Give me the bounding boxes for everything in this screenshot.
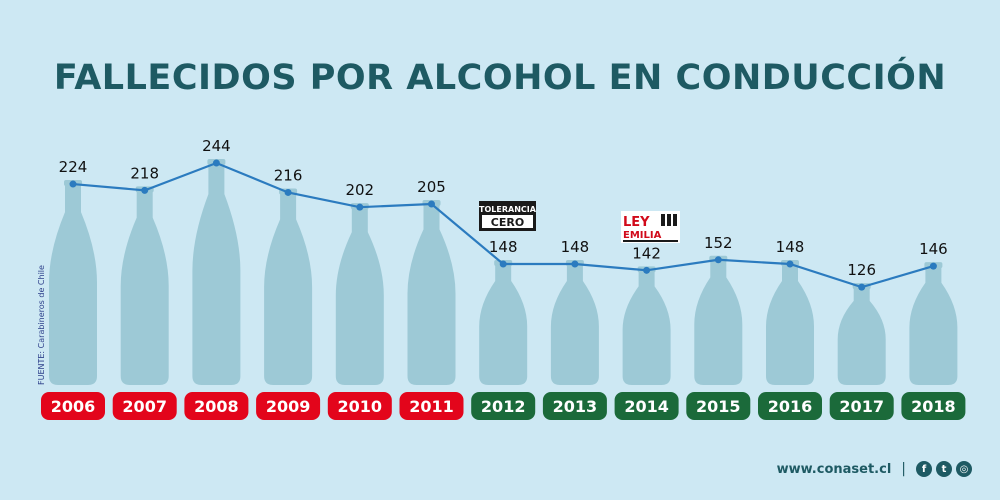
value-label-2012: 148 bbox=[489, 238, 518, 256]
year-label-2013: 2013 bbox=[553, 397, 598, 416]
year-pill-2015 bbox=[686, 392, 751, 420]
year-pill-2010 bbox=[327, 392, 392, 420]
bottle-2018 bbox=[909, 266, 958, 385]
bottle-2016 bbox=[766, 264, 814, 385]
year-label-2010: 2010 bbox=[338, 397, 383, 416]
twitter-icon[interactable]: t bbox=[936, 461, 952, 477]
year-pill-2011 bbox=[399, 392, 464, 420]
data-point-2010 bbox=[356, 203, 364, 211]
data-point-2011 bbox=[428, 200, 435, 208]
year-label-2006: 2006 bbox=[51, 397, 96, 416]
year-pill-2013 bbox=[542, 392, 607, 420]
value-label-2017: 126 bbox=[847, 261, 876, 279]
data-point-2014 bbox=[643, 266, 651, 274]
year-labels-layer: 2006 2007 2008 2009 2010 2011 2012 2013 2014 2015… bbox=[41, 392, 966, 420]
bottle-2012 bbox=[479, 264, 528, 385]
year-pill-2014 bbox=[614, 392, 679, 420]
year-label-2009: 2009 bbox=[266, 397, 311, 416]
year-label-2008: 2008 bbox=[194, 397, 239, 416]
year-label-2016: 2016 bbox=[768, 397, 813, 416]
year-label-2007: 2007 bbox=[122, 397, 167, 416]
ley-emilia-logo: LEY EMILIA bbox=[621, 211, 680, 243]
emilia-text: EMILIA bbox=[623, 230, 662, 241]
year-pill-2008 bbox=[184, 392, 249, 420]
tolerancia-cero-logo: TOLERANCIA CERO bbox=[479, 201, 537, 231]
bottle-2017 bbox=[837, 287, 886, 385]
year-label-2011: 2011 bbox=[409, 397, 454, 416]
bottle-2008 bbox=[192, 162, 241, 385]
data-point-2017 bbox=[858, 283, 866, 291]
data-point-2008 bbox=[212, 159, 220, 167]
footer-separator: | bbox=[901, 461, 906, 477]
bottle-2006 bbox=[49, 184, 97, 385]
value-label-2009: 216 bbox=[274, 166, 303, 184]
year-pill-2009 bbox=[256, 392, 321, 420]
source-note: FUENTE: Carabineros de Chile bbox=[37, 265, 46, 385]
bottle-2010 bbox=[335, 207, 384, 385]
bottle-2013 bbox=[550, 264, 599, 385]
value-label-2015: 152 bbox=[704, 234, 733, 252]
value-label-2011: 205 bbox=[417, 178, 446, 196]
data-point-2007 bbox=[141, 186, 149, 194]
data-point-2013 bbox=[571, 260, 579, 268]
value-label-2018: 146 bbox=[919, 240, 948, 258]
bottle-2011 bbox=[407, 204, 456, 385]
year-pill-2016 bbox=[758, 392, 822, 420]
logos-layer: TOLERANCIA CERO LEY EMILIA bbox=[479, 201, 680, 243]
value-label-2006: 224 bbox=[59, 158, 88, 176]
data-point-2015 bbox=[714, 256, 722, 264]
year-label-2014: 2014 bbox=[624, 397, 669, 416]
year-pill-2012 bbox=[471, 392, 536, 420]
value-label-2016: 148 bbox=[776, 238, 805, 256]
year-label-2012: 2012 bbox=[481, 397, 526, 416]
year-pill-2018 bbox=[901, 392, 966, 420]
ley-text: LEY bbox=[623, 215, 650, 230]
cero-text: CERO bbox=[491, 216, 524, 229]
data-point-2009 bbox=[284, 188, 292, 196]
bottle-2007 bbox=[120, 190, 169, 385]
year-pill-2007 bbox=[112, 392, 177, 420]
value-label-2014: 142 bbox=[632, 244, 661, 262]
year-pill-2006 bbox=[41, 392, 105, 420]
website-link[interactable]: www.conaset.cl bbox=[776, 461, 892, 477]
data-point-2012 bbox=[499, 260, 507, 268]
year-label-2017: 2017 bbox=[839, 397, 884, 416]
bottle-2009 bbox=[264, 192, 313, 385]
footer: www.conaset.cl | f t ◎ bbox=[777, 461, 972, 477]
tolerancia-text: TOLERANCIA bbox=[479, 205, 537, 214]
year-label-2015: 2015 bbox=[696, 397, 741, 416]
value-label-2010: 202 bbox=[345, 181, 374, 199]
chart-title: FALLECIDOS POR ALCOHOL EN CONDUCCIÓN bbox=[53, 58, 947, 98]
value-label-2013: 148 bbox=[561, 238, 590, 256]
year-label-2018: 2018 bbox=[911, 397, 956, 416]
line-layer: 224 218 244 216 202 205 148 148 142 152 148 126 146 bbox=[59, 137, 948, 291]
data-point-2016 bbox=[786, 260, 794, 268]
bottles-layer bbox=[49, 158, 958, 385]
value-label-2007: 218 bbox=[130, 164, 159, 182]
year-pill-2017 bbox=[829, 392, 894, 420]
facebook-icon[interactable]: f bbox=[916, 461, 932, 477]
bottle-2015 bbox=[694, 259, 743, 385]
value-label-2008: 244 bbox=[202, 137, 231, 155]
data-point-2006 bbox=[69, 180, 77, 188]
instagram-icon[interactable]: ◎ bbox=[956, 461, 972, 477]
bottle-2014 bbox=[622, 270, 671, 385]
data-point-2018 bbox=[929, 262, 937, 270]
